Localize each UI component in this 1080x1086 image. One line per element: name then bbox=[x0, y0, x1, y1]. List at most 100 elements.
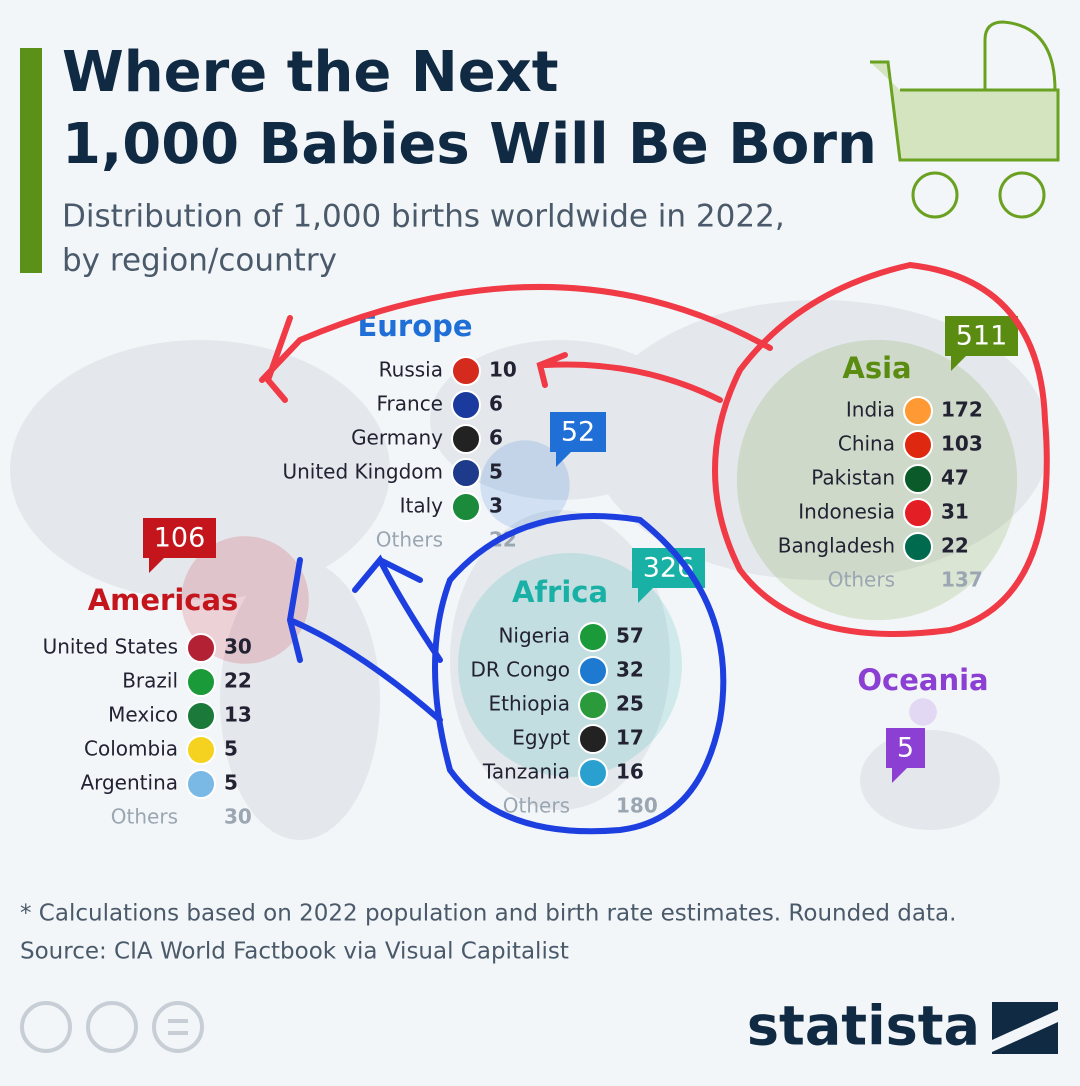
region-name: Americas bbox=[88, 583, 239, 617]
region-bubble bbox=[909, 698, 937, 726]
total-box bbox=[143, 518, 216, 558]
flag bbox=[451, 492, 481, 522]
region-name: Oceania bbox=[857, 663, 988, 697]
title: 1,000 Babies Will Be Born bbox=[62, 112, 877, 177]
annotations bbox=[259, 262, 1050, 835]
country-value: 3 bbox=[489, 494, 503, 518]
country-name: Italy bbox=[400, 494, 444, 518]
region-name: Africa bbox=[512, 575, 608, 609]
country-name: Pakistan bbox=[811, 466, 895, 490]
country-name: Brazil bbox=[122, 669, 178, 693]
flag bbox=[578, 758, 608, 788]
flag bbox=[578, 690, 608, 720]
total-box bbox=[550, 412, 606, 452]
license-icons bbox=[20, 1001, 204, 1053]
country-name: Bangladesh bbox=[778, 534, 895, 558]
flag bbox=[903, 498, 933, 528]
country-value: 32 bbox=[616, 658, 644, 682]
others-value: 180 bbox=[616, 794, 658, 818]
country-name: United Kingdom bbox=[282, 460, 443, 484]
flag bbox=[186, 667, 216, 697]
country-value: 5 bbox=[224, 737, 238, 761]
flag bbox=[186, 701, 216, 731]
region-bubble bbox=[181, 536, 309, 664]
others-value: 30 bbox=[224, 805, 252, 829]
country-value: 47 bbox=[941, 466, 969, 490]
flag bbox=[451, 356, 481, 386]
region-total: 5 bbox=[897, 733, 914, 764]
country-value: 103 bbox=[941, 432, 983, 456]
flag bbox=[578, 656, 608, 686]
accent-bar bbox=[20, 48, 42, 273]
region-total: 106 bbox=[154, 523, 206, 554]
source: Source: CIA World Factbook via Visual Ca… bbox=[20, 939, 569, 965]
country-name: Russia bbox=[379, 358, 443, 382]
others-value: 137 bbox=[941, 568, 983, 592]
country-name: Germany bbox=[351, 426, 443, 450]
country-name: India bbox=[846, 398, 895, 422]
total-box-tail bbox=[892, 767, 908, 783]
flag bbox=[903, 532, 933, 562]
country-value: 16 bbox=[616, 760, 644, 784]
country-value: 172 bbox=[941, 398, 983, 422]
country-value: 30 bbox=[224, 635, 252, 659]
flag bbox=[451, 458, 481, 488]
country-value: 25 bbox=[616, 692, 644, 716]
region-total: 52 bbox=[561, 417, 595, 448]
flag bbox=[451, 390, 481, 420]
flag bbox=[186, 769, 216, 799]
total-box-tail bbox=[951, 355, 967, 371]
country-value: 22 bbox=[941, 534, 969, 558]
total-box bbox=[945, 316, 1018, 356]
total-box-tail bbox=[638, 587, 654, 603]
subtitle: Distribution of 1,000 births worldwide i… bbox=[62, 199, 785, 235]
country-value: 10 bbox=[489, 358, 517, 382]
brand-logo: statista bbox=[747, 995, 980, 1058]
country-name: Nigeria bbox=[498, 624, 570, 648]
country-value: 17 bbox=[616, 726, 644, 750]
country-value: 6 bbox=[489, 392, 503, 416]
country-name: China bbox=[838, 432, 895, 456]
country-name: France bbox=[376, 392, 443, 416]
stroller-icon bbox=[870, 20, 1060, 219]
total-box-tail bbox=[556, 451, 572, 467]
region-total: 511 bbox=[956, 321, 1008, 352]
flag bbox=[186, 735, 216, 765]
footnote: * Calculations based on 2022 population … bbox=[20, 901, 956, 927]
country-name: Tanzania bbox=[482, 760, 570, 784]
country-value: 57 bbox=[616, 624, 644, 648]
country-name: United States bbox=[43, 635, 178, 659]
world-map bbox=[10, 300, 1050, 840]
flag bbox=[578, 724, 608, 754]
flag bbox=[186, 633, 216, 663]
country-value: 13 bbox=[224, 703, 252, 727]
region-bubble bbox=[480, 440, 570, 530]
country-name: Ethiopia bbox=[489, 692, 570, 716]
title: Where the Next bbox=[62, 40, 559, 105]
total-box bbox=[886, 728, 925, 768]
brand-mark bbox=[992, 1002, 1058, 1054]
country-value: 6 bbox=[489, 426, 503, 450]
others-label: Others bbox=[503, 794, 570, 818]
flag bbox=[451, 424, 481, 454]
others-label: Others bbox=[111, 805, 178, 829]
region-bubble bbox=[458, 553, 682, 777]
subtitle: by region/country bbox=[62, 243, 337, 279]
flag bbox=[578, 622, 608, 652]
country-name: Colombia bbox=[84, 737, 178, 761]
country-value: 5 bbox=[224, 771, 238, 795]
flag bbox=[903, 430, 933, 460]
flag bbox=[903, 396, 933, 426]
country-name: DR Congo bbox=[471, 658, 570, 682]
others-label: Others bbox=[376, 528, 443, 552]
region-bubble bbox=[736, 339, 1018, 621]
country-value: 22 bbox=[224, 669, 252, 693]
region-name: Asia bbox=[842, 351, 911, 385]
country-value: 5 bbox=[489, 460, 503, 484]
country-name: Argentina bbox=[80, 771, 178, 795]
flag bbox=[903, 464, 933, 494]
country-name: Indonesia bbox=[798, 500, 895, 524]
country-name: Egypt bbox=[512, 726, 570, 750]
